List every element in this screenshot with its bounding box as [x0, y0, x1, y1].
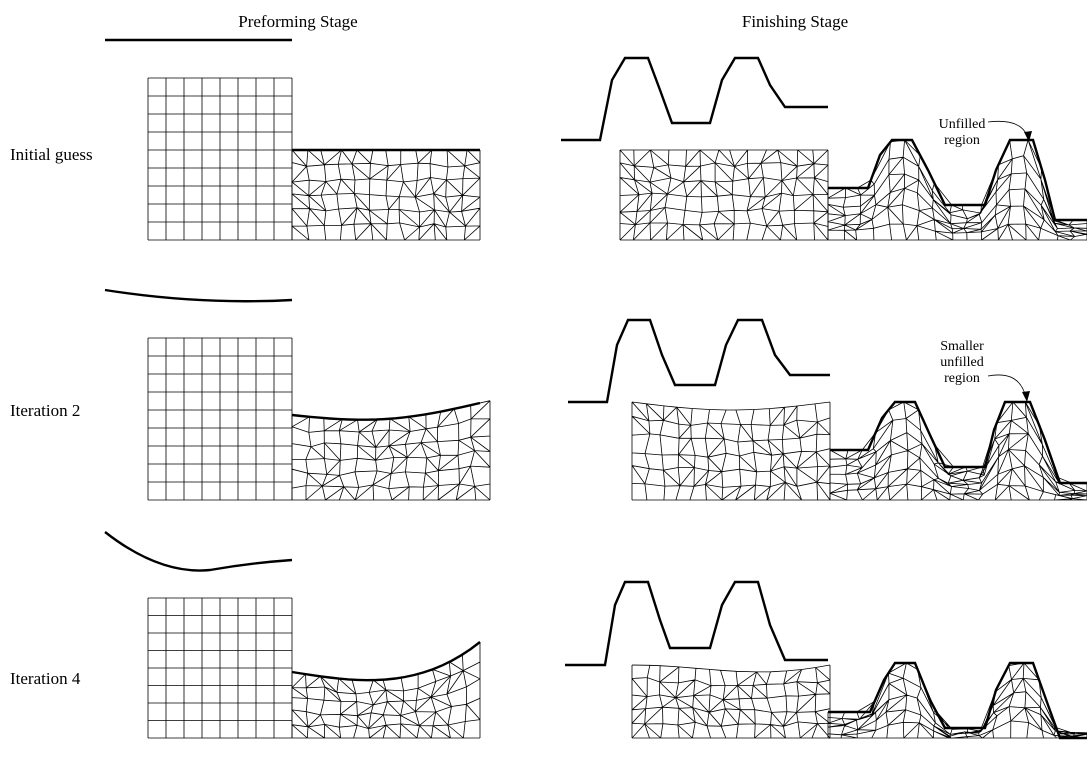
row-label: Initial guess	[10, 145, 93, 164]
annotation-line: region	[944, 133, 980, 148]
die-profile	[565, 582, 828, 665]
preform-die	[105, 532, 292, 571]
annotation-arrow	[988, 121, 1028, 138]
mesh	[632, 402, 830, 500]
annotation-arrow	[988, 375, 1026, 398]
preform-die	[105, 290, 292, 301]
die-profile	[568, 320, 830, 402]
mesh	[292, 401, 490, 500]
mesh	[292, 642, 480, 738]
billet-grid	[148, 338, 292, 500]
annotation-line: unfilled	[940, 355, 984, 370]
annotation-line: Unfilled	[939, 117, 986, 132]
finishing-header: Finishing Stage	[742, 12, 848, 31]
annotation-line: Smaller	[940, 339, 984, 354]
billet-grid	[148, 598, 292, 738]
figure: Preforming Stage Finishing Stage Initial…	[0, 0, 1087, 761]
annotation-line: region	[944, 371, 980, 386]
preform-top	[292, 642, 480, 680]
row-label: Iteration 4	[10, 669, 81, 688]
mesh	[620, 150, 828, 240]
die-profile	[561, 58, 828, 140]
mesh	[632, 665, 830, 738]
arrow-head	[1022, 391, 1030, 402]
billet-grid	[148, 78, 292, 240]
row-label: Iteration 2	[10, 401, 80, 420]
die-profile	[830, 402, 1087, 483]
preforming-header: Preforming Stage	[238, 12, 357, 31]
mesh	[292, 150, 480, 240]
